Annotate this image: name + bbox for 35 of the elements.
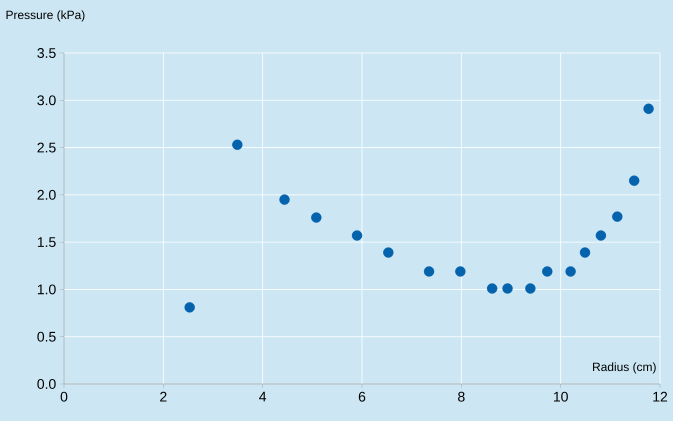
x-tick-label: 8 bbox=[458, 392, 465, 402]
x-tick-label: 2 bbox=[160, 392, 167, 402]
point bbox=[184, 302, 195, 313]
point bbox=[542, 266, 552, 277]
point bbox=[612, 211, 622, 222]
point bbox=[643, 104, 654, 114]
point bbox=[383, 247, 394, 258]
point bbox=[424, 266, 434, 277]
point bbox=[311, 212, 322, 223]
point bbox=[486, 283, 498, 294]
point bbox=[580, 247, 590, 258]
x-tick-label: 10 bbox=[554, 392, 568, 402]
point bbox=[352, 230, 362, 241]
point bbox=[525, 283, 536, 294]
x-tick-label: 6 bbox=[358, 392, 366, 402]
point bbox=[455, 266, 466, 277]
y-tick-label: 3.0 bbox=[37, 95, 56, 106]
x-tick-label: 0 bbox=[60, 392, 68, 402]
y-tick-label: 2.5 bbox=[38, 142, 56, 153]
point bbox=[279, 194, 290, 205]
y-tick-label: 3.5 bbox=[37, 48, 56, 58]
x-tick-label: 12 bbox=[653, 392, 668, 402]
point bbox=[232, 140, 243, 150]
point bbox=[628, 175, 640, 186]
point bbox=[502, 283, 513, 294]
y-tick-label: 2.0 bbox=[38, 190, 56, 200]
x-axis-title: Radius (cm) bbox=[593, 362, 656, 374]
point bbox=[596, 230, 606, 241]
y-tick-label: 0.0 bbox=[37, 379, 56, 389]
y-axis-title: Pressure (kPa) bbox=[6, 10, 84, 22]
y-tick-label: 0.5 bbox=[37, 332, 56, 342]
y-tick-label: 1.5 bbox=[38, 237, 56, 248]
x-tick-label: 4 bbox=[259, 392, 266, 402]
y-tick-label: 1.0 bbox=[38, 284, 56, 294]
point bbox=[565, 266, 576, 277]
